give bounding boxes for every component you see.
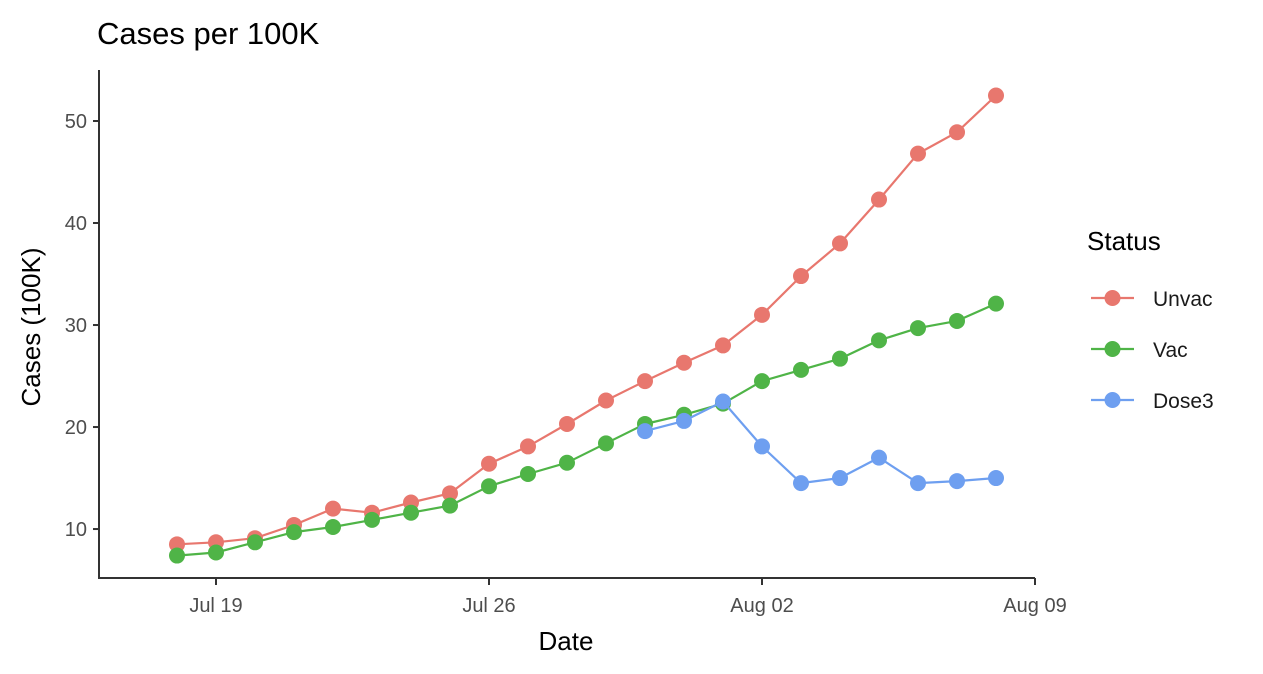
series-line-unvac [176, 94, 997, 546]
series-unvac [169, 87, 1004, 553]
data-point-unvac [715, 337, 731, 354]
data-point-dose3 [715, 393, 731, 410]
data-point-vac [442, 497, 458, 514]
plot-area: 10 20 30 40 50 Jul 19 Jul 26 Aug 02 Aug 09 [65, 70, 1067, 617]
x-tick-label: Jul 26 [462, 595, 515, 617]
data-point-dose3 [832, 470, 848, 487]
data-point-vac [598, 435, 614, 452]
data-point-vac [949, 312, 965, 329]
data-point-vac [871, 332, 887, 349]
data-point-vac [910, 320, 926, 337]
series-dose3 [637, 393, 1004, 492]
x-ticks: Jul 19 Jul 26 Aug 02 Aug 09 [189, 578, 1067, 617]
data-point-vac [832, 350, 848, 367]
data-point-vac [208, 544, 224, 561]
data-point-vac [247, 534, 263, 551]
legend-item-dose3: Dose3 [1091, 390, 1214, 413]
data-point-vac [169, 547, 185, 564]
data-point-unvac [169, 536, 185, 553]
data-point-unvac [442, 485, 458, 502]
data-point-unvac [676, 354, 692, 371]
data-point-dose3 [988, 470, 1004, 487]
data-point-unvac [949, 124, 965, 141]
data-point-dose3 [910, 475, 926, 492]
data-point-unvac [520, 438, 536, 455]
data-point-vac [559, 454, 575, 471]
legend-item-unvac: Unvac [1091, 288, 1213, 311]
data-point-dose3 [676, 412, 692, 429]
y-tick-label: 20 [65, 417, 87, 439]
y-tick-label: 50 [65, 111, 87, 133]
data-point-vac [481, 478, 497, 495]
legend: Status Unvac Vac Dose3 [1087, 226, 1214, 413]
legend-label-vac: Vac [1153, 339, 1188, 362]
data-point-unvac [793, 268, 809, 285]
x-tick-label: Jul 19 [189, 595, 242, 617]
series-layer [169, 87, 1004, 564]
data-point-vac [520, 465, 536, 482]
data-point-vac [754, 373, 770, 390]
legend-marker-unvac [1104, 290, 1121, 306]
x-tick-label: Aug 09 [1003, 595, 1066, 617]
y-ticks: 10 20 30 40 50 [65, 111, 99, 541]
x-tick-label: Aug 02 [730, 595, 793, 617]
x-axis-title: Date [539, 626, 594, 656]
data-point-vac [988, 295, 1004, 312]
data-point-dose3 [871, 449, 887, 466]
data-point-unvac [325, 500, 341, 517]
data-point-unvac [988, 87, 1004, 104]
legend-label-dose3: Dose3 [1153, 390, 1214, 413]
legend-items: Unvac Vac Dose3 [1091, 288, 1214, 413]
data-point-vac [793, 361, 809, 378]
data-point-unvac [910, 145, 926, 162]
data-point-unvac [481, 455, 497, 472]
chart-title: Cases per 100K [97, 16, 320, 51]
y-axis-title: Cases (100K) [16, 248, 46, 407]
data-point-dose3 [949, 473, 965, 490]
legend-title: Status [1087, 226, 1161, 256]
data-point-unvac [832, 235, 848, 252]
legend-marker-dose3 [1104, 392, 1121, 408]
data-point-unvac [754, 306, 770, 323]
y-tick-label: 10 [65, 519, 87, 541]
data-point-vac [403, 504, 419, 521]
data-point-dose3 [754, 438, 770, 455]
legend-marker-vac [1104, 341, 1121, 357]
series-line-vac [176, 302, 997, 557]
legend-label-unvac: Unvac [1153, 288, 1213, 311]
data-point-unvac [637, 373, 653, 390]
series-line-dose3 [644, 400, 997, 485]
data-point-unvac [559, 415, 575, 432]
data-point-dose3 [637, 423, 653, 440]
data-point-vac [286, 524, 302, 541]
y-tick-label: 40 [65, 213, 87, 235]
data-point-vac [325, 518, 341, 535]
legend-item-vac: Vac [1091, 339, 1188, 362]
data-point-dose3 [793, 475, 809, 492]
y-tick-label: 30 [65, 315, 87, 337]
data-point-vac [364, 511, 380, 528]
data-point-unvac [598, 392, 614, 409]
data-point-unvac [871, 191, 887, 208]
